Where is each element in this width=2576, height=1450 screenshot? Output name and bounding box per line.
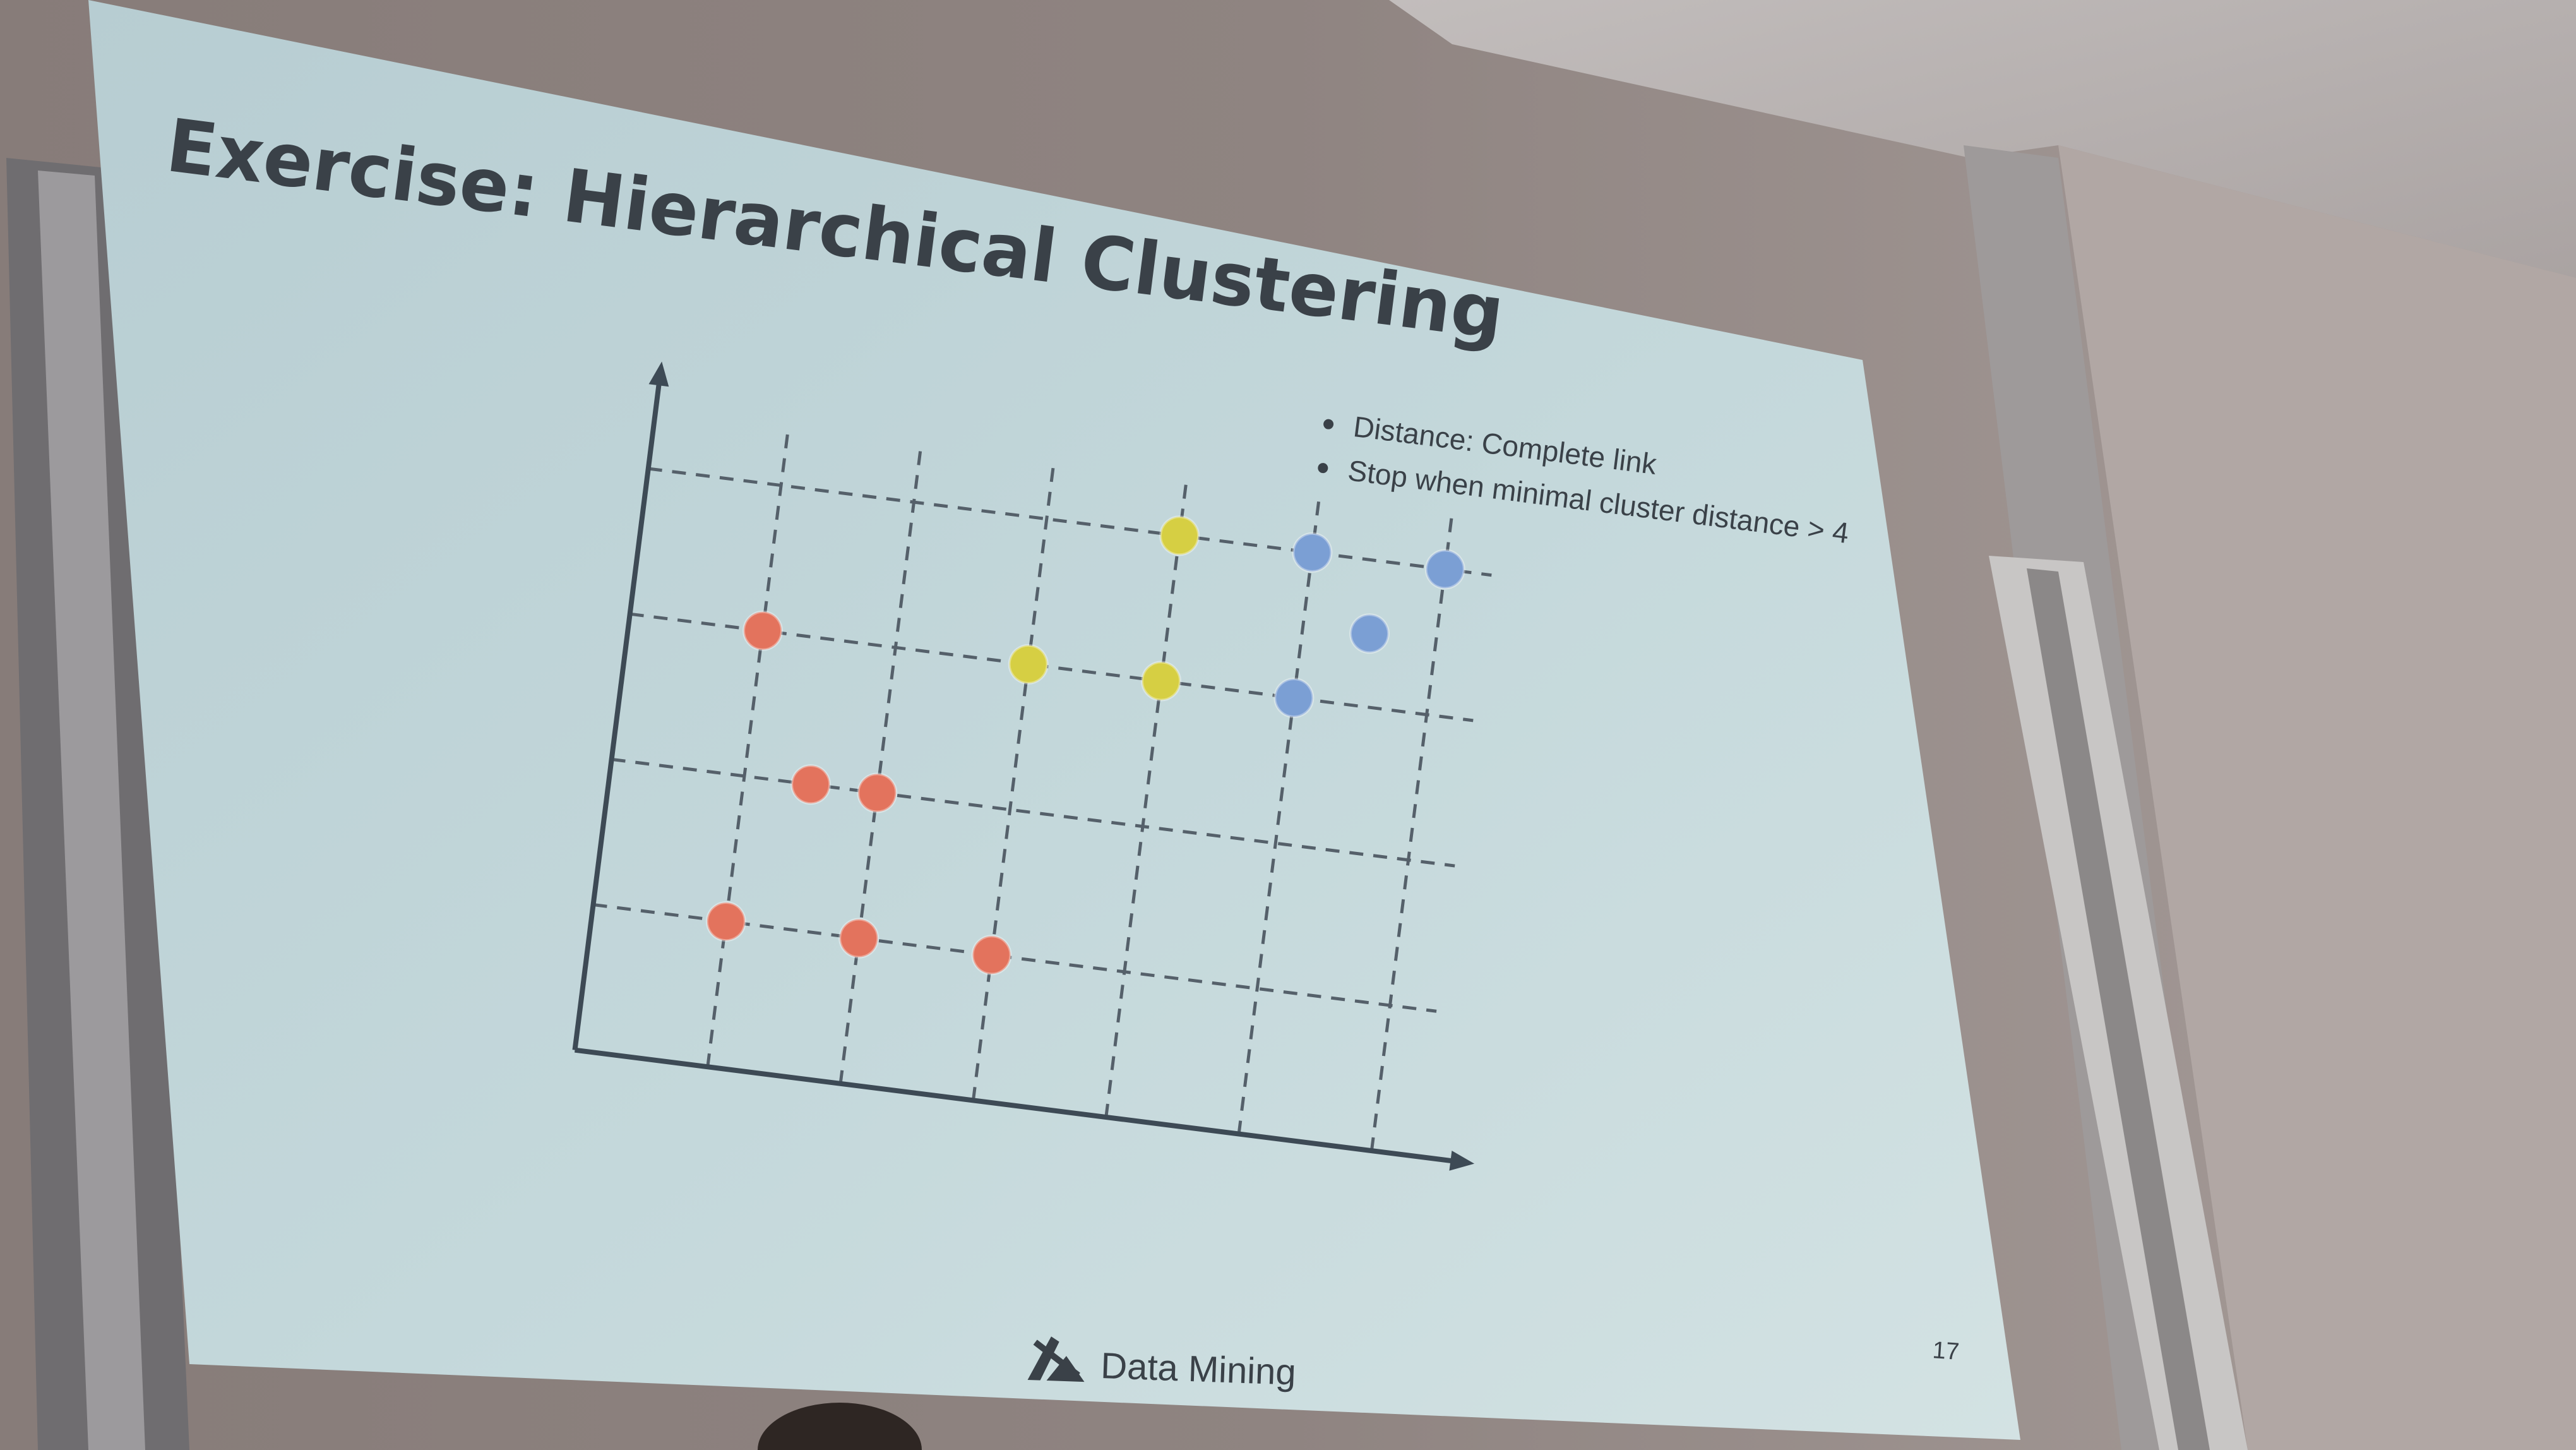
right-rail-shadow (2027, 568, 2210, 1450)
x-axis (574, 1047, 1464, 1165)
grid-line-horizontal (648, 467, 1492, 577)
grid-line-vertical (838, 451, 922, 1084)
data-point (971, 935, 1012, 976)
grid-line-vertical (1369, 518, 1453, 1151)
data-point (1008, 644, 1049, 685)
grid-line-vertical (706, 434, 789, 1067)
page-number: 17 (1931, 1337, 1960, 1365)
grid-line-vertical (1237, 501, 1321, 1134)
grid-line-horizontal (629, 612, 1474, 722)
data-point (705, 901, 746, 942)
data-mining-logo-icon (1027, 1336, 1085, 1382)
grid-line-horizontal (593, 903, 1437, 1013)
projection-screen (88, 0, 2020, 1440)
data-point (742, 610, 784, 651)
data-point (1159, 515, 1200, 556)
slide-footer: Data Mining (1027, 1336, 1297, 1393)
data-point (1273, 678, 1315, 719)
scatter-plot (572, 361, 1492, 1171)
data-point (857, 772, 898, 813)
audience-head (758, 1403, 922, 1450)
data-point (838, 918, 880, 959)
ceiling (1389, 0, 2576, 278)
grid-line-horizontal (611, 757, 1455, 868)
data-point (1349, 613, 1390, 654)
data-point (1141, 661, 1182, 702)
data-point (1424, 549, 1465, 590)
data-point (1292, 532, 1333, 573)
y-axis (572, 372, 663, 1051)
left-frame-highlight (38, 171, 145, 1450)
x-axis-arrow-icon (1449, 1151, 1475, 1171)
footer-label: Data Mining (1100, 1345, 1297, 1393)
right-wall (2058, 145, 2576, 1450)
bullet-dot (1318, 463, 1328, 474)
bullet-dot (1323, 419, 1334, 429)
grid-line-vertical (1104, 484, 1188, 1118)
y-axis-arrow-icon (648, 361, 669, 387)
grid-line-vertical (971, 467, 1055, 1101)
data-point (790, 764, 832, 805)
